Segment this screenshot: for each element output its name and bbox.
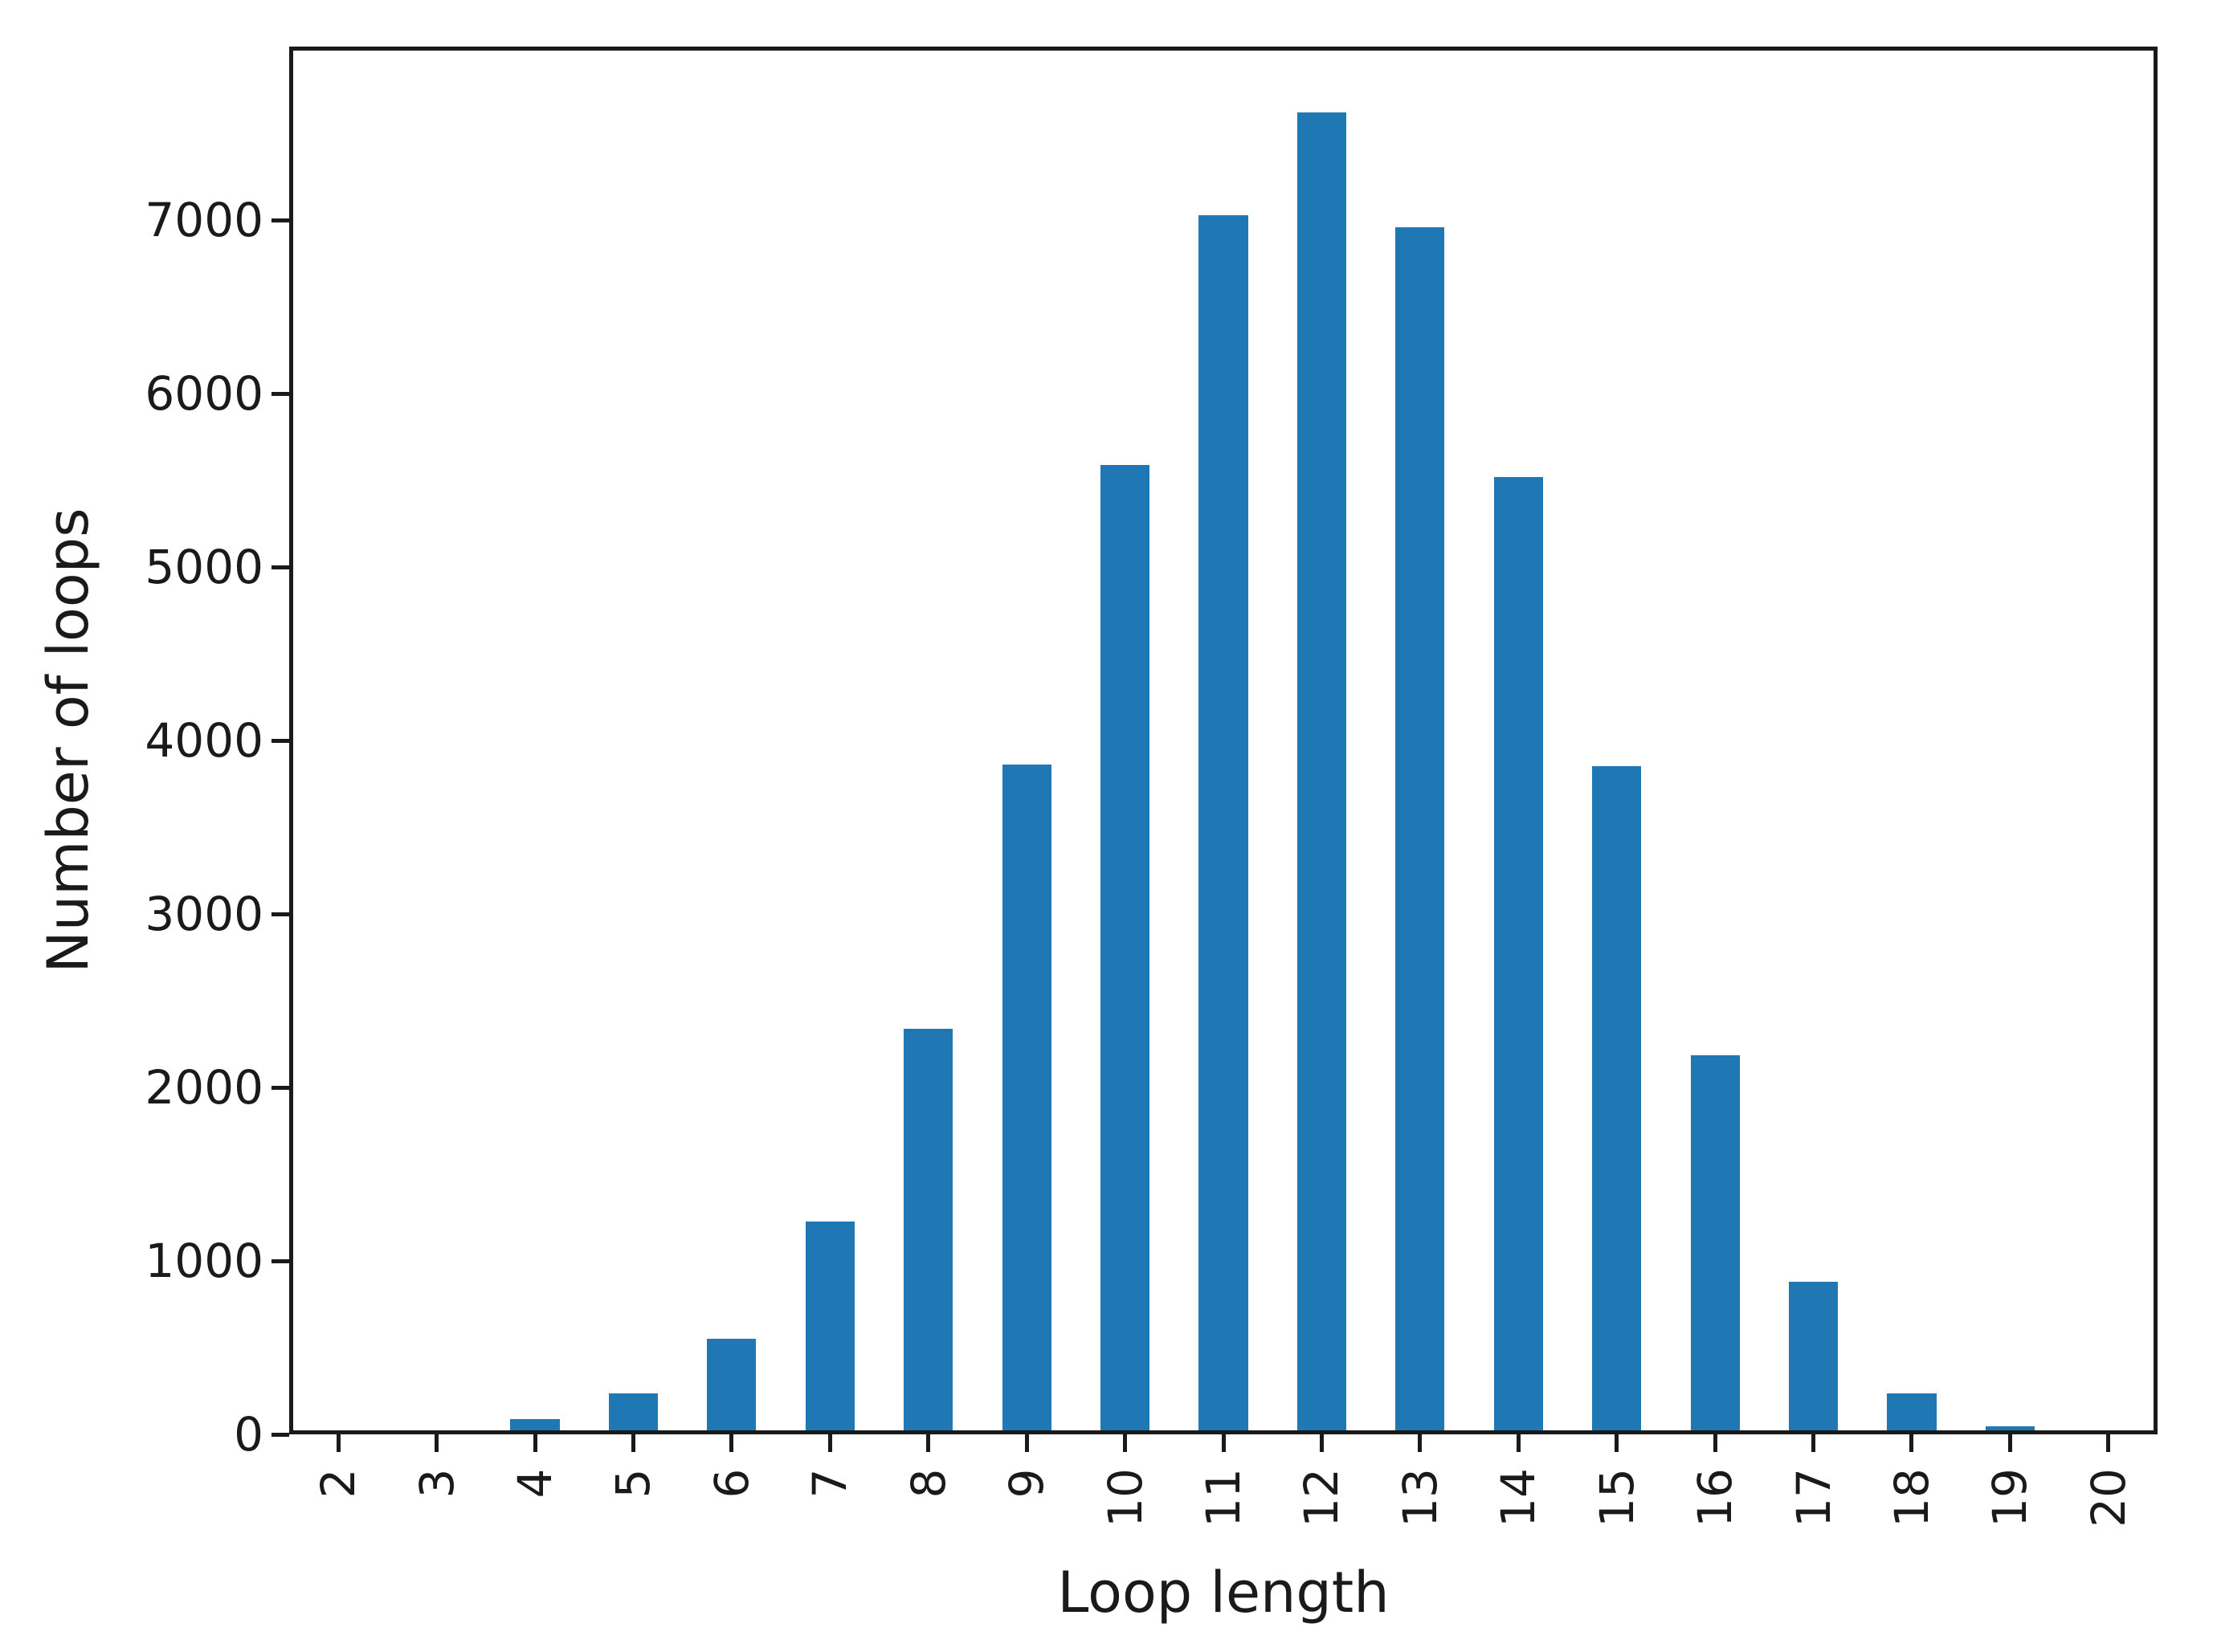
x-tick-17 xyxy=(1811,1434,1816,1452)
y-tick-5000 xyxy=(272,565,289,569)
x-tick-4 xyxy=(533,1434,537,1452)
y-tick-label-6000: 6000 xyxy=(145,366,263,421)
y-tick-1000 xyxy=(272,1258,289,1263)
x-tick-label-4: 4 xyxy=(508,1468,563,1498)
x-axis-label: Loop length xyxy=(1057,1560,1390,1625)
bar-18 xyxy=(1887,1393,1937,1434)
bar-7 xyxy=(805,1222,855,1434)
x-tick-12 xyxy=(1319,1434,1324,1452)
x-tick-label-7: 7 xyxy=(802,1468,858,1498)
x-tick-label-17: 17 xyxy=(1786,1468,1841,1528)
y-axis-label: Number of loops xyxy=(35,508,101,973)
y-tick-label-1000: 1000 xyxy=(145,1234,263,1288)
plot-area xyxy=(289,47,2158,1434)
x-tick-14 xyxy=(1516,1434,1521,1452)
bar-9 xyxy=(1002,765,1051,1434)
x-tick-15 xyxy=(1615,1434,1619,1452)
y-tick-7000 xyxy=(272,218,289,222)
x-tick-10 xyxy=(1123,1434,1128,1452)
x-tick-label-12: 12 xyxy=(1294,1468,1349,1528)
y-tick-6000 xyxy=(272,391,289,396)
x-tick-19 xyxy=(2007,1434,2012,1452)
x-tick-label-5: 5 xyxy=(606,1468,661,1498)
bar-11 xyxy=(1198,214,1248,1434)
x-tick-16 xyxy=(1713,1434,1717,1452)
bar-8 xyxy=(904,1028,953,1434)
bar-13 xyxy=(1395,226,1445,1434)
y-tick-0 xyxy=(272,1432,289,1437)
bar-19 xyxy=(1985,1426,2035,1434)
x-tick-5 xyxy=(631,1434,635,1452)
x-tick-3 xyxy=(435,1434,439,1452)
y-tick-label-7000: 7000 xyxy=(145,193,263,247)
x-tick-label-8: 8 xyxy=(900,1468,956,1498)
x-tick-label-2: 2 xyxy=(311,1468,366,1498)
x-tick-2 xyxy=(336,1434,341,1452)
bar-12 xyxy=(1296,112,1347,1434)
y-tick-label-4000: 4000 xyxy=(145,713,263,768)
y-tick-2000 xyxy=(272,1085,289,1090)
x-tick-label-11: 11 xyxy=(1196,1468,1251,1528)
bar-14 xyxy=(1493,476,1543,1434)
bar-15 xyxy=(1592,766,1642,1434)
y-tick-label-5000: 5000 xyxy=(145,540,263,594)
y-tick-label-3000: 3000 xyxy=(145,887,263,941)
y-tick-label-2000: 2000 xyxy=(145,1060,263,1115)
y-tick-4000 xyxy=(272,738,289,743)
y-tick-label-0: 0 xyxy=(234,1407,263,1462)
x-tick-label-3: 3 xyxy=(409,1468,464,1498)
x-tick-label-15: 15 xyxy=(1589,1468,1644,1528)
x-tick-label-14: 14 xyxy=(1491,1468,1546,1528)
bar-4 xyxy=(510,1418,560,1434)
bar-17 xyxy=(1788,1281,1839,1434)
x-tick-label-13: 13 xyxy=(1392,1468,1447,1528)
y-tick-3000 xyxy=(272,912,289,916)
bar-16 xyxy=(1690,1055,1740,1434)
bar-5 xyxy=(608,1393,659,1434)
x-tick-label-16: 16 xyxy=(1688,1468,1743,1528)
x-tick-11 xyxy=(1221,1434,1226,1452)
x-tick-20 xyxy=(2106,1434,2111,1452)
x-tick-13 xyxy=(1418,1434,1423,1452)
x-tick-6 xyxy=(729,1434,734,1452)
x-tick-label-18: 18 xyxy=(1884,1468,1939,1528)
x-tick-7 xyxy=(827,1434,832,1452)
x-tick-9 xyxy=(1024,1434,1029,1452)
x-tick-8 xyxy=(926,1434,931,1452)
x-tick-label-9: 9 xyxy=(999,1468,1055,1498)
x-tick-label-10: 10 xyxy=(1097,1468,1153,1528)
x-tick-label-19: 19 xyxy=(1982,1468,2038,1528)
x-tick-label-20: 20 xyxy=(2080,1468,2136,1528)
x-tick-label-6: 6 xyxy=(704,1468,759,1498)
bar-6 xyxy=(707,1339,757,1434)
x-tick-18 xyxy=(1909,1434,1914,1452)
bar-10 xyxy=(1100,464,1150,1434)
